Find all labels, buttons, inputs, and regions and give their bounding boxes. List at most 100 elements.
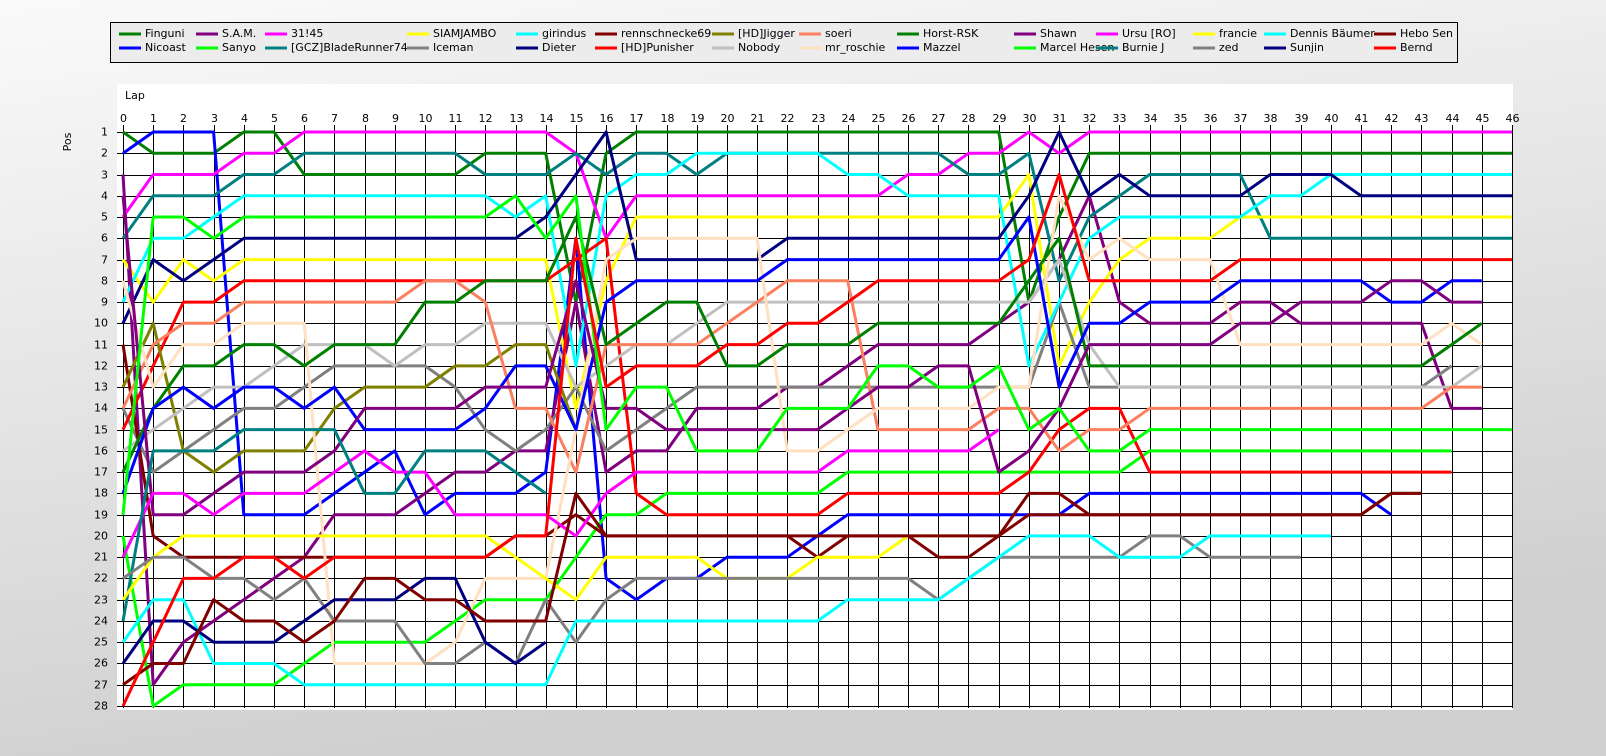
series-line [121, 151, 1512, 368]
x-tick-label: 43 [1415, 112, 1429, 125]
x-tick-label: 0 [120, 112, 127, 125]
legend-label: Shawn [1040, 27, 1077, 40]
legend-label: Burnie J [1122, 41, 1164, 54]
x-tick-label: 45 [1476, 112, 1490, 125]
series-line [121, 428, 547, 622]
legend-label: soeri [825, 27, 852, 40]
x-tick-label: 8 [362, 112, 369, 125]
y-tick-label: 19 [94, 509, 108, 522]
y-tick-label: 22 [94, 572, 108, 585]
x-tick-label: 32 [1083, 112, 1097, 125]
y-tick-label: 25 [94, 636, 108, 649]
legend-label: francie [1219, 27, 1257, 40]
legend-label: Ursu [RO] [1122, 27, 1176, 40]
x-tick-label: 9 [392, 112, 399, 125]
x-tick-label: 10 [419, 112, 433, 125]
y-tick-label: 15 [94, 424, 108, 437]
legend-label: Nobody [738, 41, 781, 54]
legend-label: [HD]Punisher [621, 41, 694, 54]
legend-label: Nicoast [145, 41, 187, 54]
y-tick-label: 6 [101, 232, 108, 245]
y-tick-label: 16 [94, 445, 108, 458]
x-tick-label: 16 [600, 112, 614, 125]
series-line [121, 130, 1512, 324]
y-tick-label: 8 [101, 275, 108, 288]
x-tick-label: 18 [661, 112, 675, 125]
series-line [121, 534, 1331, 687]
series-line [121, 215, 1482, 494]
legend-label: Marcel Hesen [1040, 41, 1114, 54]
x-tick-label: 46 [1506, 112, 1520, 125]
x-tick-label: 29 [993, 112, 1007, 125]
series-line [122, 130, 1512, 304]
x-tick-label: 21 [751, 112, 765, 125]
x-tick-label: 26 [902, 112, 916, 125]
series-line [122, 534, 1301, 665]
y-tick-label: 3 [101, 169, 108, 182]
legend-label: Horst-RSK [923, 27, 979, 40]
x-tick-label: 15 [570, 112, 584, 125]
legend-label: Sanyo [222, 41, 256, 54]
legend-box [110, 22, 1458, 63]
y-tick-label: 24 [94, 615, 108, 628]
legend-label: SIAMJAMBO [433, 27, 497, 40]
y-tick-label: 21 [94, 551, 108, 564]
legend-label: rennschnecke69 [621, 27, 711, 40]
y-tick-label: 13 [94, 381, 108, 394]
legend-label: Dennis Bäumer [1290, 27, 1375, 40]
x-tick-label: 20 [721, 112, 735, 125]
y-tick-label: 23 [94, 594, 108, 607]
y-tick-label: 27 [94, 679, 108, 692]
series-line [122, 491, 1422, 686]
x-tick-label: 24 [842, 112, 856, 125]
x-tick-label: 14 [540, 112, 554, 125]
x-tick-label: 23 [812, 112, 826, 125]
x-tick-label: 39 [1295, 112, 1309, 125]
x-tick-label: 41 [1355, 112, 1369, 125]
legend-label: Mazzel [923, 41, 961, 54]
series-line [121, 194, 1483, 665]
x-tick-label: 30 [1023, 112, 1037, 125]
lines [121, 130, 1512, 708]
series-line [121, 534, 969, 602]
x-tick-label: 34 [1144, 112, 1158, 125]
legend-label: [HD]Jigger [738, 27, 795, 40]
x-tick-label: 4 [241, 112, 248, 125]
series-line [121, 428, 1000, 558]
series-line [121, 236, 1452, 517]
x-tick-label: 36 [1204, 112, 1218, 125]
x-tick-label: 7 [331, 112, 338, 125]
x-tick-label: 38 [1264, 112, 1278, 125]
x-tick-label: 2 [180, 112, 187, 125]
x-tick-label: 6 [301, 112, 308, 125]
series-line [121, 449, 1452, 708]
x-tick-label: 37 [1234, 112, 1248, 125]
series-line [121, 173, 1512, 707]
x-tick-label: 12 [479, 112, 493, 125]
y-axis-title: Pos [61, 132, 74, 151]
legend-label: mr_roschie [825, 41, 886, 54]
legend-label: Hebo Sen [1400, 27, 1453, 40]
y-tick-label: 17 [94, 466, 108, 479]
x-tick-label: 31 [1053, 112, 1067, 125]
x-tick-label: 17 [630, 112, 644, 125]
legend-label: Finguni [145, 27, 185, 40]
legend-label: [GCZ]BladeRunner74 [291, 41, 408, 54]
series-line [121, 215, 1483, 473]
x-tick-label: 27 [932, 112, 946, 125]
y-tick-label: 1 [101, 126, 108, 139]
x-tick-label: 1 [150, 112, 157, 125]
y-tick-label: 12 [94, 360, 108, 373]
legend-label: 31!45 [291, 27, 323, 40]
legend-label: zed [1219, 41, 1239, 54]
legend-label: girindus [542, 27, 587, 40]
plot-area [117, 84, 1513, 710]
x-tick-label: 3 [211, 112, 218, 125]
series-line [122, 130, 1393, 602]
series-line [121, 576, 547, 665]
series-line [121, 130, 1512, 240]
x-axis-title: Lap [125, 89, 145, 102]
